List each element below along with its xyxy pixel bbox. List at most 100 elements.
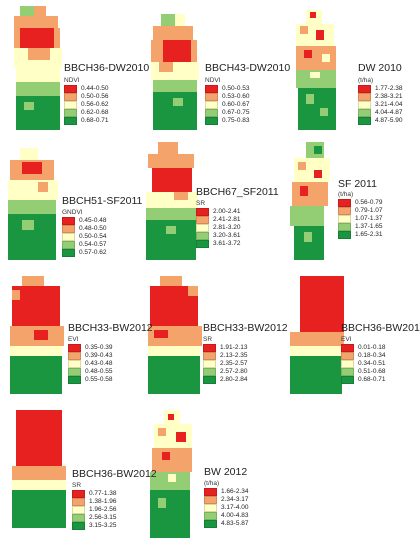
legend-range-label: 4.87-5.90 [375, 117, 403, 124]
legend-swatch [196, 240, 209, 248]
legend-swatch [64, 117, 77, 125]
field-map-6 [288, 142, 332, 260]
legend-range-label: 0.48-0.50 [79, 225, 107, 232]
legend: (t/ha) 0.56-0.79 0.79-1.07 1.07-1.37 1.37-1.… [338, 190, 382, 239]
legend-range-label: 0.79-1.07 [355, 207, 383, 214]
legend-swatch [358, 109, 371, 117]
legend-index-label: SR [196, 200, 206, 207]
legend-swatch [64, 101, 77, 109]
legend-range-label: 0.53-0.60 [222, 93, 250, 100]
legend-range-label: 2.56-3.15 [89, 514, 117, 521]
legend-swatch [62, 217, 75, 225]
legend-range-label: 2.13-2.35 [220, 352, 248, 359]
legend-range-label: 0.62-0.68 [81, 109, 109, 116]
legend-range-label: 0.67-0.75 [222, 109, 250, 116]
legend-row: 4.83-5.87 [204, 520, 248, 528]
legend-swatch [72, 514, 85, 522]
legend-row: 1.96-2.56 [72, 506, 116, 514]
legend-swatch [338, 231, 351, 239]
legend-range-label: 1.65-2.31 [355, 231, 383, 238]
legend-swatch [341, 368, 354, 376]
map-title: BW 2012 [204, 466, 248, 478]
field-map-4 [8, 148, 58, 260]
legend-swatch [338, 199, 351, 207]
legend-swatch [204, 512, 217, 520]
legend-row: 1.91-2.13 [203, 344, 247, 352]
legend-row: 0.48-0.55 [68, 368, 112, 376]
legend-row: 2.57-2.80 [203, 368, 247, 376]
legend-range-label: 4.83-5.87 [221, 520, 249, 527]
legend-row: 0.77-1.38 [72, 490, 116, 498]
legend-row: 0.79-1.07 [338, 207, 382, 215]
legend-range-label: 0.01-0.18 [358, 344, 386, 351]
legend-row: 0.18-0.34 [341, 352, 385, 360]
legend-row: 0.68-0.71 [341, 376, 385, 384]
legend-swatch [72, 522, 85, 530]
legend-row: 3.15-3.25 [72, 522, 116, 530]
legend-swatch [62, 233, 75, 241]
legend-swatch [358, 85, 371, 93]
legend-swatch [196, 232, 209, 240]
field-map-1 [14, 6, 62, 130]
legend-row: 0.56-0.79 [338, 199, 382, 207]
legend-row: 0.53-0.60 [205, 93, 249, 101]
legend-range-label: 2.35-2.57 [220, 360, 248, 367]
legend-range-label: 2.00-2.41 [213, 208, 241, 215]
legend: SR 1.91-2.13 2.13-2.35 2.35-2.57 2.57-2.80 2.… [203, 335, 247, 384]
legend-swatch [62, 249, 75, 257]
legend-row: 0.54-0.57 [62, 241, 106, 249]
legend-range-label: 0.55-0.58 [85, 376, 113, 383]
legend-range-label: 2.81-3.20 [213, 224, 241, 231]
legend-swatch [72, 506, 85, 514]
legend-row: 2.35-2.57 [203, 360, 247, 368]
legend-range-label: 0.45-0.48 [79, 217, 107, 224]
legend-swatch [72, 490, 85, 498]
legend-range-label: 0.34-0.51 [358, 360, 386, 367]
legend-row: 3.20-3.61 [196, 232, 240, 240]
legend-range-label: 2.80-2.84 [220, 376, 248, 383]
legend-row: 1.37-1.65 [338, 223, 382, 231]
legend-range-label: 3.21-4.04 [375, 101, 403, 108]
legend: GNDVI 0.45-0.48 0.48-0.50 0.50-0.54 0.54-0.5… [62, 208, 106, 257]
legend-row: 2.80-2.84 [203, 376, 247, 384]
legend-swatch [338, 215, 351, 223]
legend: SR 2.00-2.41 2.41-2.81 2.81-3.20 3.20-3.61 3.… [196, 199, 240, 248]
legend-swatch [196, 208, 209, 216]
legend-index-label: GNDVI [62, 209, 83, 216]
legend-swatch [341, 344, 354, 352]
legend-row: 4.00-4.83 [204, 512, 248, 520]
legend: EVI 0.01-0.18 0.18-0.34 0.34-0.51 0.51-0.68 0… [341, 335, 385, 384]
legend-range-label: 0.35-0.39 [85, 344, 113, 351]
legend-swatch [204, 488, 217, 496]
legend-row: 0.62-0.68 [64, 109, 108, 117]
legend-range-label: 0.51-0.68 [358, 368, 386, 375]
legend-row: 0.56-0.62 [64, 101, 108, 109]
legend-swatch [196, 216, 209, 224]
legend-swatch [338, 207, 351, 215]
field-map-3 [296, 10, 336, 130]
legend-row: 3.61-3.72 [196, 240, 240, 248]
legend-index-label: (t/ha) [204, 480, 220, 487]
legend-row: 4.04-4.87 [358, 109, 402, 117]
legend-swatch [68, 360, 81, 368]
legend-swatch [203, 360, 216, 368]
legend-row: 0.48-0.50 [62, 225, 106, 233]
legend-swatch [203, 352, 216, 360]
legend-range-label: 0.68-0.71 [81, 117, 109, 124]
legend-row: 0.67-0.75 [205, 109, 249, 117]
legend-range-label: 0.68-0.71 [358, 376, 386, 383]
legend-index-label: NDVI [205, 77, 221, 84]
legend-range-label: 2.57-2.80 [220, 368, 248, 375]
legend-row: 4.87-5.90 [358, 117, 402, 125]
legend-row: 2.34-3.17 [204, 496, 248, 504]
legend-swatch [196, 224, 209, 232]
legend-swatch [358, 117, 371, 125]
legend-row: 0.75-0.83 [205, 117, 249, 125]
legend-row: 0.43-0.48 [68, 360, 112, 368]
legend-index-label: (t/ha) [338, 191, 354, 198]
legend-index-label: NDVI [64, 77, 80, 84]
legend-row: 0.55-0.58 [68, 376, 112, 384]
legend-row: 2.00-2.41 [196, 208, 240, 216]
map-title: BBCH67_SF2011 [196, 186, 279, 198]
legend-range-label: 1.66-2.34 [221, 488, 249, 495]
